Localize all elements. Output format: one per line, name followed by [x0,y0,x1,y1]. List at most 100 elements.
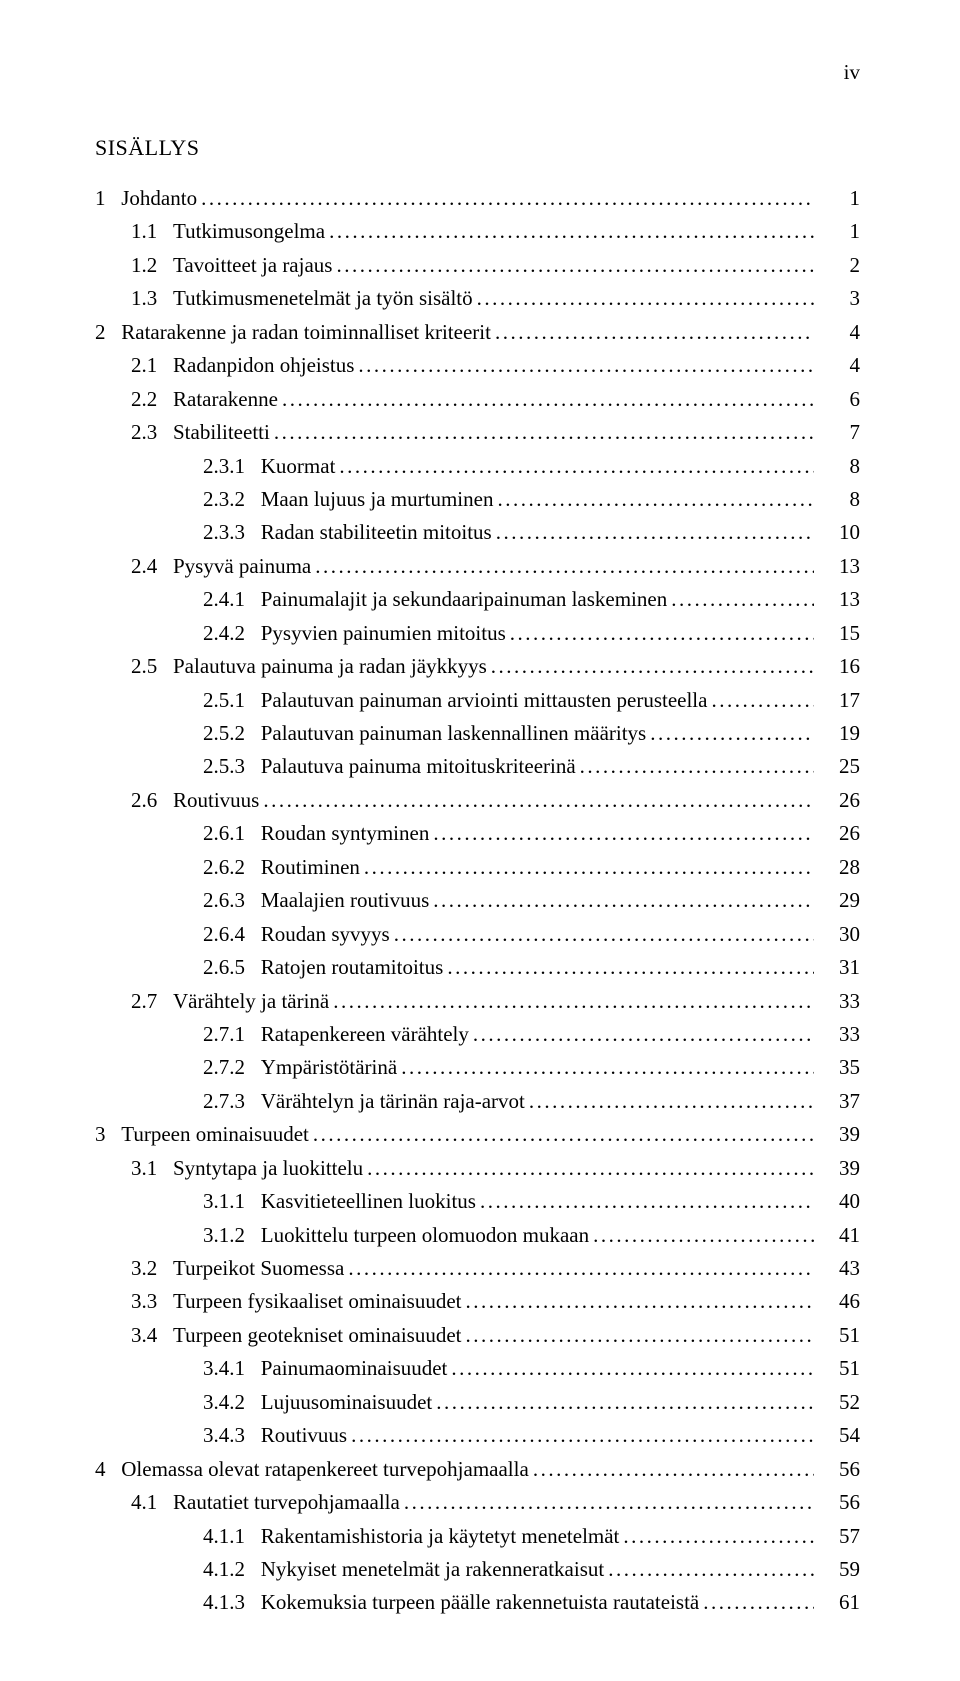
toc-entry-number: 4.1.3 [203,1587,261,1617]
toc-entry-number: 3.2 [131,1253,173,1283]
toc-entry[interactable]: 2 Ratarakenne ja radan toiminnalliset kr… [95,317,860,347]
toc-entry-page: 40 [818,1186,860,1216]
toc-entry[interactable]: 2.4.2 Pysyvien painumien mitoitus.......… [95,618,860,648]
toc-entry-number: 3.4.2 [203,1387,261,1417]
toc-entry[interactable]: 2.7.3 Värähtelyn ja tärinän raja-arvot..… [95,1086,860,1116]
toc-entry-label: Ratarakenne [173,384,278,414]
toc-entry[interactable]: 2.3.2 Maan lujuus ja murtuminen.........… [95,484,860,514]
toc-entry[interactable]: 2.6.3 Maalajien routivuus...............… [95,885,860,915]
toc-entry-label: Roudan syntyminen [261,818,430,848]
toc-entry-page: 7 [818,417,860,447]
toc-entry-page: 29 [818,885,860,915]
toc-entry-label: Tutkimusongelma [173,216,325,246]
toc-entry[interactable]: 2.6.4 Roudan syvyys.....................… [95,919,860,949]
toc-leader-dots: ........................................… [367,1153,814,1183]
toc-leader-dots: ........................................… [711,685,814,715]
toc-entry-page: 61 [818,1587,860,1617]
toc-entry-label: Nykyiset menetelmät ja rakenneratkaisut [261,1554,604,1584]
toc-entry[interactable]: 4.1.1 Rakentamishistoria ja käytetyt men… [95,1521,860,1551]
toc-entry-number: 2.6.5 [203,952,261,982]
toc-leader-dots: ........................................… [336,250,814,280]
toc-entry-number: 1.1 [131,216,173,246]
toc-entry-label: Lujuusominaisuudet [261,1387,433,1417]
toc-entry-label: Palautuva painuma ja radan jäykkyys [173,651,487,681]
toc-entry[interactable]: 3.1 Syntytapa ja luokittelu.............… [95,1153,860,1183]
toc-entry[interactable]: 3.1.2 Luokittelu turpeen olomuodon mukaa… [95,1220,860,1250]
toc-entry-label: Roudan syvyys [261,919,390,949]
toc-entry-label: Johdanto [121,183,197,213]
toc-entry-number: 3 [95,1119,121,1149]
toc-leader-dots: ........................................… [433,818,814,848]
toc-entry[interactable]: 2.6.2 Routiminen........................… [95,852,860,882]
toc-leader-dots: ........................................… [650,718,814,748]
toc-entry-number: 2.7.2 [203,1052,261,1082]
toc-entry-number: 1 [95,183,121,213]
toc-leader-dots: ........................................… [358,350,814,380]
toc-entry-number: 1.3 [131,283,173,313]
toc-entry[interactable]: 3.4 Turpeen geotekniset ominaisuudet....… [95,1320,860,1350]
toc-entry[interactable]: 3.1.1 Kasvitieteellinen luokitus........… [95,1186,860,1216]
toc-entry[interactable]: 2.6.1 Roudan syntyminen.................… [95,818,860,848]
toc-entry[interactable]: 2.1 Radanpidon ohjeistus................… [95,350,860,380]
toc-leader-dots: ........................................… [263,785,814,815]
toc-entry-page: 15 [818,618,860,648]
toc-entry-label: Radan stabiliteetin mitoitus [261,517,492,547]
toc-entry[interactable]: 1 Johdanto..............................… [95,183,860,213]
toc-leader-dots: ........................................… [351,1420,814,1450]
toc-entry[interactable]: 4.1.2 Nykyiset menetelmät ja rakenneratk… [95,1554,860,1584]
toc-entry[interactable]: 1.3 Tutkimusmenetelmät ja työn sisältö..… [95,283,860,313]
toc-entry-label: Ympäristötärinä [261,1052,397,1082]
toc-entry[interactable]: 1.1 Tutkimusongelma.....................… [95,216,860,246]
toc-entry-page: 13 [818,551,860,581]
toc-entry-label: Ratapenkereen värähtely [261,1019,469,1049]
toc-entry[interactable]: 4.1 Rautatiet turvepohjamaalla..........… [95,1487,860,1517]
toc-entry[interactable]: 2.3.1 Kuormat...........................… [95,451,860,481]
toc-entry[interactable]: 2.7.2 Ympäristötärinä...................… [95,1052,860,1082]
toc-entry[interactable]: 2.5.3 Palautuva painuma mitoituskriteeri… [95,751,860,781]
toc-entry[interactable]: 1.2 Tavoitteet ja rajaus................… [95,250,860,280]
toc-entry-page: 28 [818,852,860,882]
toc-entry-label: Maalajien routivuus [261,885,430,915]
toc-entry-page: 26 [818,818,860,848]
toc-entry[interactable]: 2.5.1 Palautuvan painuman arviointi mitt… [95,685,860,715]
toc-entry[interactable]: 2.5 Palautuva painuma ja radan jäykkyys.… [95,651,860,681]
toc-leader-dots: ........................................… [201,183,814,213]
toc-entry[interactable]: 4 Olemassa olevat ratapenkereet turvepoh… [95,1454,860,1484]
toc-entry-number: 2.3.1 [203,451,261,481]
toc-entry[interactable]: 2.3 Stabiliteetti.......................… [95,417,860,447]
toc-entry-number: 3.1.2 [203,1220,261,1250]
toc-entry-page: 57 [818,1521,860,1551]
toc-entry[interactable]: 2.3.3 Radan stabiliteetin mitoitus......… [95,517,860,547]
toc-entry[interactable]: 2.2 Ratarakenne.........................… [95,384,860,414]
toc-entry[interactable]: 3.4.2 Lujuusominaisuudet................… [95,1387,860,1417]
toc-entry-label: Turpeen fysikaaliset ominaisuudet [173,1286,462,1316]
toc-leader-dots: ........................................… [364,852,814,882]
toc-entry-page: 56 [818,1487,860,1517]
toc-entry-label: Värähtely ja tärinä [173,986,329,1016]
toc-entry[interactable]: 2.6.5 Ratojen routamitoitus.............… [95,952,860,982]
toc-entry-label: Palautuvan painuman arviointi mittausten… [261,685,708,715]
toc-leader-dots: ........................................… [451,1353,814,1383]
toc-entry-page: 52 [818,1387,860,1417]
toc-leader-dots: ........................................… [608,1554,814,1584]
toc-entry[interactable]: 3.4.1 Painumaominaisuudet...............… [95,1353,860,1383]
toc-entry[interactable]: 2.5.2 Palautuvan painuman laskennallinen… [95,718,860,748]
toc-entry-page: 51 [818,1353,860,1383]
toc-leader-dots: ........................................… [447,952,814,982]
toc-entry-number: 2.6.3 [203,885,261,915]
toc-entry[interactable]: 2.4 Pysyvä painuma......................… [95,551,860,581]
toc-entry[interactable]: 4.1.3 Kokemuksia turpeen päälle rakennet… [95,1587,860,1617]
toc-entry-label: Kokemuksia turpeen päälle rakennetuista … [261,1587,700,1617]
toc-leader-dots: ........................................… [333,986,814,1016]
toc-entry[interactable]: 2.6 Routivuus...........................… [95,785,860,815]
toc-entry[interactable]: 3.3 Turpeen fysikaaliset ominaisuudet...… [95,1286,860,1316]
toc-entry-number: 2.6.1 [203,818,261,848]
toc-entry-label: Ratarakenne ja radan toiminnalliset krit… [121,317,491,347]
toc-entry[interactable]: 2.4.1 Painumalajit ja sekundaaripainuman… [95,584,860,614]
toc-entry[interactable]: 3 Turpeen ominaisuudet..................… [95,1119,860,1149]
toc-entry-page: 4 [818,317,860,347]
toc-entry[interactable]: 3.2 Turpeikot Suomessa..................… [95,1253,860,1283]
toc-entry[interactable]: 3.4.3 Routivuus.........................… [95,1420,860,1450]
toc-entry[interactable]: 2.7.1 Ratapenkereen värähtely...........… [95,1019,860,1049]
toc-entry[interactable]: 2.7 Värähtely ja tärinä.................… [95,986,860,1016]
